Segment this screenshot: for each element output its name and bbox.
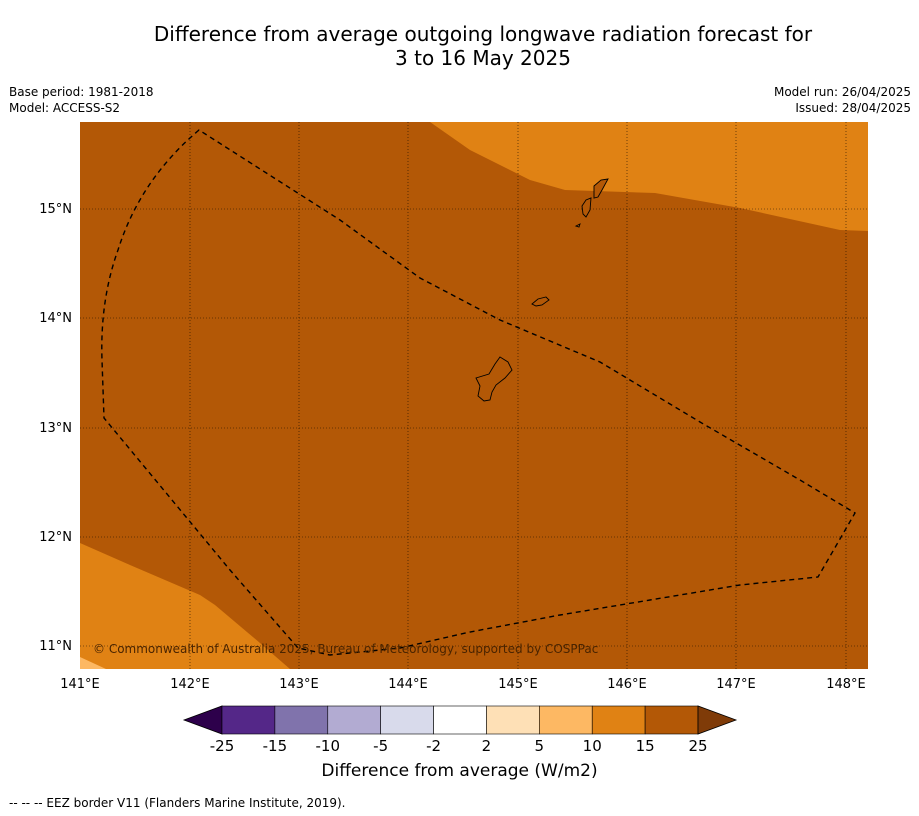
meta-right: Model run: 26/04/2025 Issued: 28/04/2025: [774, 84, 911, 116]
island-tinian: [581, 197, 592, 218]
model-run: Model run: 26/04/2025: [773, 85, 911, 99]
issued-date: Issued: 28/04/2025: [795, 101, 911, 115]
lon-tick-145e: 145°E: [498, 677, 538, 692]
anomaly-band-5-10-corner: [80, 657, 106, 669]
island-saipan: [593, 178, 609, 199]
lat-tick-11n: 11°N: [39, 639, 72, 654]
map-panel: © Commonwealth of Australia 2025, Bureau…: [80, 122, 868, 669]
latitude-labels: 15°N 14°N 13°N 12°N 11°N: [39, 202, 72, 654]
colorbar-segment: [327, 705, 381, 735]
colorbar-segment: [591, 705, 646, 735]
colorbar-tick-label: -2: [426, 737, 441, 755]
lat-tick-12n: 12°N: [39, 530, 72, 545]
colorbar-tick-label: -25: [210, 737, 235, 755]
title-line-1: Difference from average outgoing longwav…: [153, 22, 813, 46]
colorbar-extend-high: [697, 705, 738, 735]
base-period: Base period: 1981-2018: [9, 85, 154, 99]
lon-tick-143e: 143°E: [279, 677, 319, 692]
colorbar-segment: [486, 705, 540, 735]
colorbar-segment: [433, 705, 487, 735]
colorbar-tick-label: 5: [535, 737, 545, 755]
map-title: Difference from average outgoing longwav…: [0, 22, 919, 70]
lon-tick-146e: 146°E: [607, 677, 647, 692]
model-name: Model: ACCESS-S2: [9, 101, 121, 115]
colorbar: -25 -15 -10 -5 -2 2 5 10 15 25: [182, 705, 738, 755]
colorbar-tick-label: -10: [316, 737, 341, 755]
island-guam: [475, 356, 513, 402]
lat-tick-13n: 13°N: [39, 421, 72, 436]
lat-tick-15n: 15°N: [39, 202, 72, 217]
copyright-notice: © Commonwealth of Australia 2025, Bureau…: [93, 642, 598, 656]
colorbar-tick-label: 10: [583, 737, 602, 755]
islands: [475, 178, 609, 402]
colorbar-tick-label: -5: [373, 737, 388, 755]
colorbar-segment: [274, 705, 329, 735]
lon-tick-144e: 144°E: [388, 677, 428, 692]
colorbar-segment: [539, 705, 593, 735]
gridlines: [80, 122, 868, 669]
island-aguijan: [574, 223, 581, 228]
anomaly-band-15-25: [80, 122, 868, 669]
anomaly-band-10-15-southwest: [80, 543, 290, 669]
colorbar-tick-label: 15: [636, 737, 655, 755]
colorbar-segment: [221, 705, 276, 735]
lon-tick-141e: 141°E: [60, 677, 100, 692]
colorbar-extend-low: [182, 705, 223, 735]
lon-tick-147e: 147°E: [716, 677, 756, 692]
colorbar-tick-label: -15: [263, 737, 288, 755]
colorbar-segment: [380, 705, 434, 735]
island-rota: [531, 296, 550, 307]
colorbar-tick-label: 2: [482, 737, 492, 755]
lon-tick-148e: 148°E: [826, 677, 866, 692]
eez-legend-note: -- -- -- EEZ border V11 (Flanders Marine…: [9, 796, 346, 810]
colorbar-label: Difference from average (W/m2): [321, 761, 598, 781]
eez-border: [101, 129, 856, 656]
meta-left: Base period: 1981-2018 Model: ACCESS-S2: [9, 84, 154, 116]
title-line-2: 3 to 16 May 2025: [395, 46, 571, 70]
lon-tick-142e: 142°E: [170, 677, 210, 692]
colorbar-tick-label: 25: [688, 737, 707, 755]
longitude-labels: 141°E 142°E 143°E 144°E 145°E 146°E 147°…: [60, 677, 866, 692]
colorbar-segment: [644, 705, 699, 735]
anomaly-band-10-15-northeast: [430, 122, 868, 231]
lat-tick-14n: 14°N: [39, 311, 72, 326]
